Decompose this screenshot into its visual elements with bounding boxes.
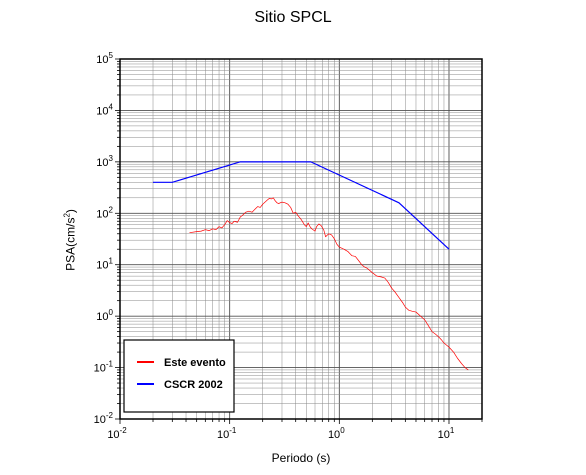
x-tick-label-exp: -1: [229, 426, 237, 435]
legend-box: [123, 339, 235, 413]
y-tick-label-base: 10: [96, 311, 108, 323]
x-tick-label: 100: [328, 426, 345, 441]
legend-label: CSCR 2002: [164, 379, 223, 391]
x-tick-label-base: 10: [328, 429, 340, 441]
y-tick-label: 105: [96, 51, 113, 66]
x-tick-label-exp: 0: [340, 426, 345, 435]
y-tick-label-base: 10: [94, 363, 106, 375]
y-tick-label-exp: 2: [109, 205, 114, 214]
y-tick-label: 104: [96, 102, 113, 117]
y-tick-label-base: 10: [96, 208, 108, 220]
y-tick-label-base: 10: [96, 54, 108, 66]
x-tick-label-exp: -2: [120, 426, 128, 435]
plot-frame: [119, 58, 483, 420]
y-tick-label-base: 10: [96, 157, 108, 169]
y-tick-label-exp: 1: [109, 257, 114, 266]
series-line-cscr-2002: [153, 161, 450, 250]
y-tick-label-exp: 3: [109, 154, 114, 163]
y-tick-label-base: 10: [96, 105, 108, 117]
x-tick-label-base: 10: [107, 429, 119, 441]
x-axis-label: Periodo (s): [271, 451, 331, 465]
x-tick-label-base: 10: [438, 429, 450, 441]
x-tick-label: 10-1: [217, 426, 237, 441]
y-tick-label: 100: [96, 308, 113, 323]
y-tick-label-base: 10: [94, 414, 106, 426]
y-tick-label: 103: [96, 154, 113, 169]
x-tick-label: 10-2: [107, 426, 127, 441]
y-tick-label-exp: -1: [106, 360, 114, 369]
y-tick-label-exp: -2: [106, 411, 114, 420]
x-tick-label-base: 10: [217, 429, 229, 441]
y-tick-label-exp: 5: [109, 51, 114, 60]
legend-label: Este evento: [164, 357, 226, 369]
y-tick-label: 10-1: [94, 360, 114, 375]
y-tick-label: 10-2: [94, 411, 114, 426]
y-tick-label-exp: 4: [109, 102, 114, 111]
x-tick-label-exp: 1: [450, 426, 455, 435]
y-tick-label-base: 10: [96, 260, 108, 272]
y-tick-label: 102: [96, 205, 113, 220]
y-tick-label-exp: 0: [109, 308, 114, 317]
x-tick-label: 101: [438, 426, 455, 441]
chart-title: Sitio SPCL: [254, 9, 332, 26]
y-tick-label: 101: [96, 257, 113, 272]
series-line-este-evento: [189, 197, 469, 371]
legend: Este evento CSCR 2002: [123, 339, 235, 413]
